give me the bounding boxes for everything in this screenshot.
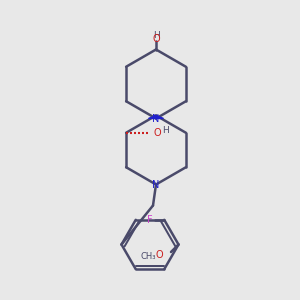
Text: F: F xyxy=(147,215,153,225)
Text: O: O xyxy=(154,128,161,138)
Polygon shape xyxy=(148,116,164,118)
Text: O: O xyxy=(152,34,160,44)
Text: N: N xyxy=(152,179,160,190)
Text: H: H xyxy=(162,126,169,135)
Text: H: H xyxy=(153,32,159,40)
Text: CH₃: CH₃ xyxy=(141,252,156,261)
Text: N: N xyxy=(152,113,160,124)
Text: O: O xyxy=(155,250,163,260)
